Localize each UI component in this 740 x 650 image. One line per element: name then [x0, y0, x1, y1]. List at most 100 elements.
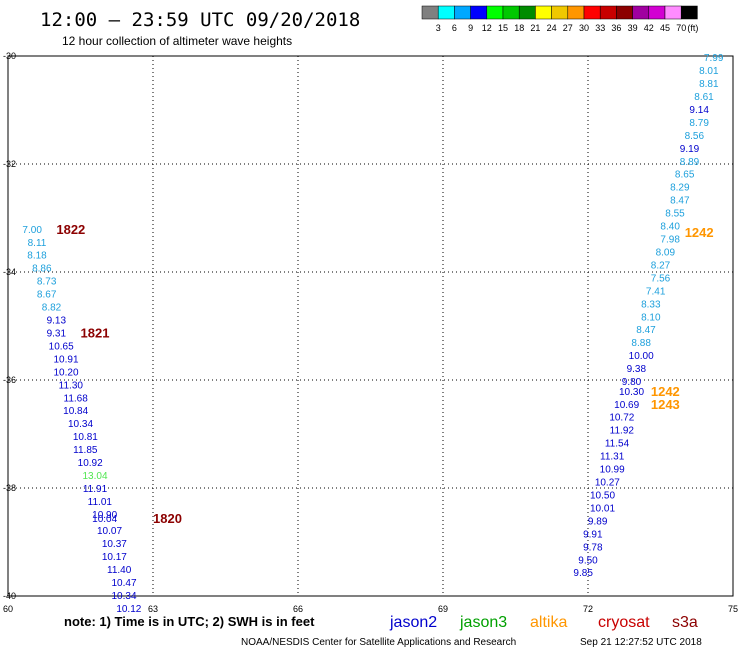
satellite-label-jason3: jason3 [459, 614, 507, 631]
swh-value-label: 8.67 [37, 290, 57, 301]
y-tick-label: -36 [3, 375, 16, 385]
swh-value-label: 10.99 [600, 465, 625, 476]
swh-value-label: 8.82 [42, 303, 62, 314]
pass-time-label: 1242 [651, 384, 680, 399]
swh-value-label: 7.00 [22, 225, 42, 236]
legend-tick-label: 27 [563, 23, 573, 33]
swh-value-label: 10.50 [590, 490, 615, 501]
swh-value-label: 8.81 [699, 79, 719, 90]
y-tick-label: -38 [3, 483, 16, 493]
legend-swatch [664, 5, 682, 20]
legend-tick-label: 21 [530, 23, 540, 33]
satellite-legend: jason2 jason3 altika cryosat s3a [389, 614, 698, 631]
swh-value-label: 10.90 [92, 510, 117, 521]
swh-value-label: 10.12 [116, 604, 141, 615]
swh-value-label: 8.18 [27, 251, 47, 262]
swh-value-label: 13.04 [82, 471, 107, 482]
footer-credit: NOAA/NESDIS Center for Satellite Applica… [241, 637, 516, 648]
swh-value-label: 8.47 [636, 325, 656, 336]
data-points: 7.00 8.11 8.18 8.86 8.73 8.67 8.82 9.139.31 10.6… [22, 53, 723, 615]
satellite-label-altika: altika [530, 614, 567, 631]
swh-value-label: 10.04 [92, 514, 117, 525]
swh-value-label: 9.50 [578, 555, 598, 566]
swh-value-label: 10.34 [68, 419, 93, 430]
swh-value-label: 11.91 [83, 484, 108, 495]
legend-swatch [599, 5, 617, 20]
swh-value-label: 7.99 [704, 53, 724, 64]
swh-value-label: 10.84 [63, 406, 88, 417]
footer-timestamp: Sep 21 12:27:52 UTC 2018 [580, 637, 702, 648]
swh-value-label: 10.91 [53, 354, 78, 365]
swh-value-label: 10.65 [49, 341, 74, 352]
swh-value-label: 9.85 [573, 568, 593, 579]
y-tick-labels: -30 -32 -34 -36 -38 -40 [3, 51, 16, 601]
swh-value-label: 9.38 [627, 364, 647, 375]
legend-tick-label: 9 [468, 23, 473, 33]
swh-value-label: 9.91 [583, 529, 603, 540]
swh-value-label: 11.92 [610, 426, 635, 437]
x-tick-label: 66 [293, 604, 303, 614]
swh-value-label: 8.86 [32, 264, 52, 275]
swh-value-label: 8.89 [680, 157, 700, 168]
chart-title: 12:00 – 23:59 UTC 09/20/2018 [40, 9, 360, 31]
swh-value-label: 8.65 [675, 170, 695, 181]
swh-value-label: 10.30 [619, 387, 644, 398]
satellite-label-cryosat: cryosat [598, 614, 650, 631]
legend-tick-label: 42 [644, 23, 654, 33]
swh-value-label: 9.89 [588, 516, 608, 527]
swh-value-label: 8.10 [641, 312, 661, 323]
legend-tick-label: 18 [514, 23, 524, 33]
swh-value-label: 8.09 [656, 247, 676, 258]
pass-time-label: 1821 [81, 325, 110, 340]
legend-swatch [648, 5, 666, 20]
x-tick-label: 63 [148, 604, 158, 614]
legend-tick-label: 39 [628, 23, 638, 33]
swh-value-label: 8.47 [670, 196, 690, 207]
swh-value-label: 10.72 [609, 413, 634, 424]
swh-value-label: 11.31 [600, 452, 625, 463]
swh-value-label: 7.41 [646, 286, 666, 297]
legend-swatch [454, 5, 471, 20]
swh-value-label: 11.40 [107, 565, 132, 576]
legend-unit: (ft) [687, 23, 698, 33]
legend-tick-label: 33 [595, 23, 605, 33]
swh-value-label: 11.85 [73, 445, 98, 456]
x-tick-label: 69 [438, 604, 448, 614]
swh-value-label: 10.27 [595, 478, 620, 489]
swh-value-label: 8.73 [37, 277, 57, 288]
swh-value-label: 8.56 [685, 131, 705, 142]
swh-value-label: 10.92 [78, 458, 103, 469]
legend-swatch [535, 5, 552, 20]
legend-swatch [583, 5, 601, 20]
y-tick-label: -40 [3, 591, 16, 601]
satellite-label-jason2: jason2 [389, 614, 437, 631]
swh-value-label: 9.14 [689, 105, 709, 116]
swh-value-label: 10.07 [97, 526, 122, 537]
legend-swatch [680, 5, 698, 20]
y-tick-label: -32 [3, 159, 16, 169]
swh-value-label: 8.33 [641, 299, 661, 310]
swh-value-label: 11.30 [59, 380, 84, 391]
legend-swatch [518, 5, 536, 20]
legend-swatch [486, 5, 504, 20]
legend-tick-label: 45 [660, 23, 670, 33]
swh-value-label: 10.37 [102, 539, 127, 550]
swh-value-label: 8.29 [670, 183, 690, 194]
satellite-label-s3a: s3a [672, 614, 698, 631]
swh-value-label: 8.27 [651, 260, 671, 271]
legend-tick-label: 12 [482, 23, 492, 33]
swh-value-label: 8.11 [28, 238, 47, 249]
swh-value-label: 10.69 [614, 400, 639, 411]
swh-value-label: 8.55 [665, 209, 685, 220]
swh-value-label: 9.78 [583, 542, 603, 553]
pass-time-label: 1822 [56, 222, 85, 237]
swh-value-label: 8.40 [660, 222, 680, 233]
swh-value-label: 10.01 [590, 503, 615, 514]
swh-value-label: 11.54 [605, 439, 630, 450]
x-tick-label: 72 [583, 604, 593, 614]
chart-subtitle: 12 hour collection of altimeter wave hei… [62, 34, 292, 48]
legend-tick-label: 15 [498, 23, 508, 33]
swh-value-label: 8.79 [689, 118, 709, 129]
swh-value-label: 8.88 [631, 338, 651, 349]
legend-tick-label: 24 [547, 23, 557, 33]
